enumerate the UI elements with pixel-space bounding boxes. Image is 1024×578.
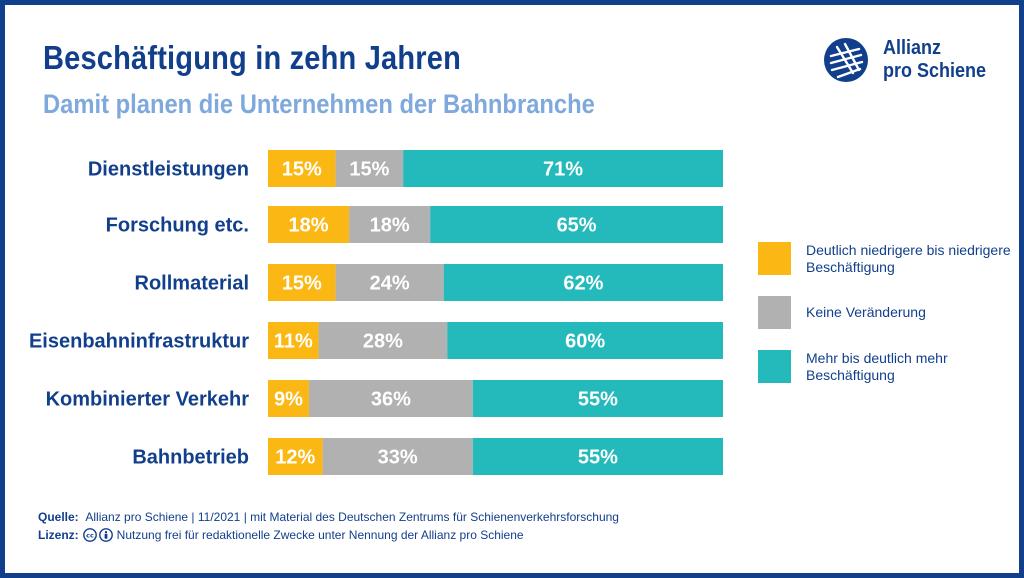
bar-segment [430,206,723,243]
data-label: 15% [282,273,322,295]
bar-segment [308,380,473,417]
license-icons: cc [82,528,113,542]
data-label: 18% [370,215,410,237]
bar-segment [335,150,404,187]
chart-subtitle: Damit planen die Unternehmen der Bahnbra… [43,89,595,119]
data-label: 55% [578,389,618,411]
logo-wordmark: Allianz pro Schiene [883,37,986,83]
data-label: 60% [565,331,605,353]
brand-logo: Allianz pro Schiene [823,37,1003,85]
legend-swatch-orange [758,242,791,275]
license-label: Lizenz: [38,528,79,542]
bar-segment [335,264,444,301]
chart-title: Beschäftigung in zehn Jahren [43,39,461,76]
bar-segment [268,264,336,301]
category-label: Rollmaterial [135,273,249,295]
data-label: 11% [274,331,313,353]
bar-segment [318,322,448,359]
data-label: 71% [543,159,583,181]
bar-segment [349,206,431,243]
bar-segment [447,322,723,359]
svg-text:cc: cc [86,532,94,540]
license-text: Nutzung frei für redaktionelle Zwecke un… [116,528,524,542]
bar-segment [268,322,319,359]
logo-line-2: pro Schiene [883,60,987,82]
data-label: 18% [289,215,329,237]
data-label: 55% [578,447,618,469]
attribution-icon [98,528,113,542]
data-label: 15% [349,159,389,181]
bar-segment [268,380,309,417]
bar-segment [472,380,723,417]
data-label: 24% [370,273,410,295]
category-label: Kombinierter Verkehr [46,389,250,411]
legend-swatch-teal [758,350,791,383]
data-label: 9% [274,389,303,411]
source-text: Allianz pro Schiene | 11/2021 | mit Mate… [85,510,619,524]
bar-segment [472,438,723,475]
bar-segment [403,150,723,187]
data-label: 62% [563,273,603,295]
data-label: 33% [378,447,418,469]
bar-segment [322,438,473,475]
category-label: Bahnbetrieb [132,447,249,469]
license-line: Lizenz: cc Nutzung frei für redaktionell… [38,528,524,542]
logo-line-1: Allianz [883,37,942,59]
legend-label: Keine Veränderung [806,304,926,320]
data-label: 15% [282,159,322,181]
data-label: 12% [275,447,315,469]
legend-label: Mehr bis deutlich mehr Beschäftigung [806,350,948,383]
bar-segment [268,150,336,187]
bar-segment [268,438,323,475]
source-line: Quelle: Allianz pro Schiene | 11/2021 | … [38,510,619,524]
allianz-pro-schiene-logo-icon [824,38,868,82]
data-label: 28% [363,331,403,353]
source-label: Quelle: [38,510,79,524]
data-label: 36% [371,389,411,411]
bar-segment [443,264,723,301]
category-label: Forschung etc. [106,215,249,237]
creative-commons-icon: cc [82,528,97,542]
bar-segment [268,206,350,243]
legend-label: Deutlich niedrigere bis niedrigere Besch… [806,242,1011,275]
category-label: Eisenbahninfrastruktur [29,331,249,353]
data-label: 65% [557,215,597,237]
legend-swatch-gray [758,296,791,329]
category-label: Dienstleistungen [88,159,249,181]
